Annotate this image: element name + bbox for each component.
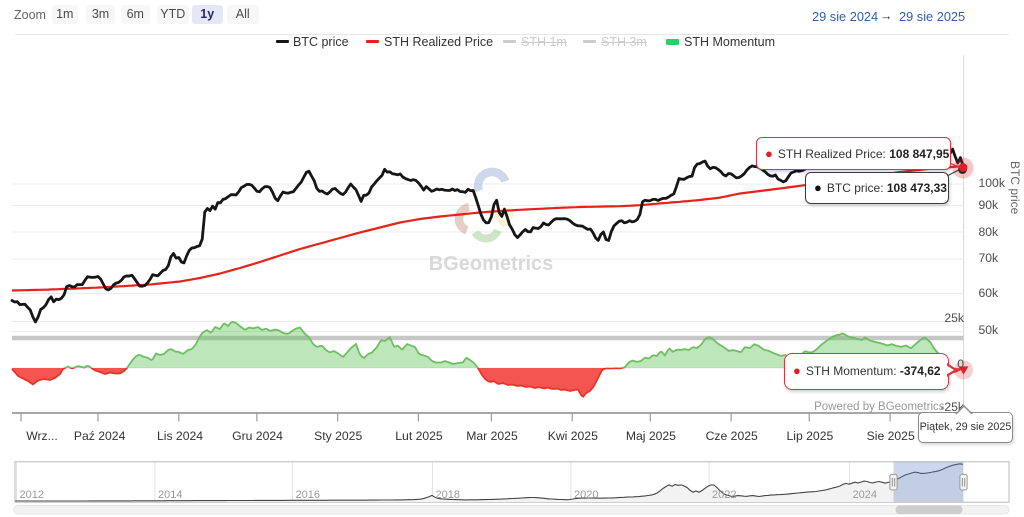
svg-text:BGeometrics: BGeometrics — [429, 253, 554, 275]
